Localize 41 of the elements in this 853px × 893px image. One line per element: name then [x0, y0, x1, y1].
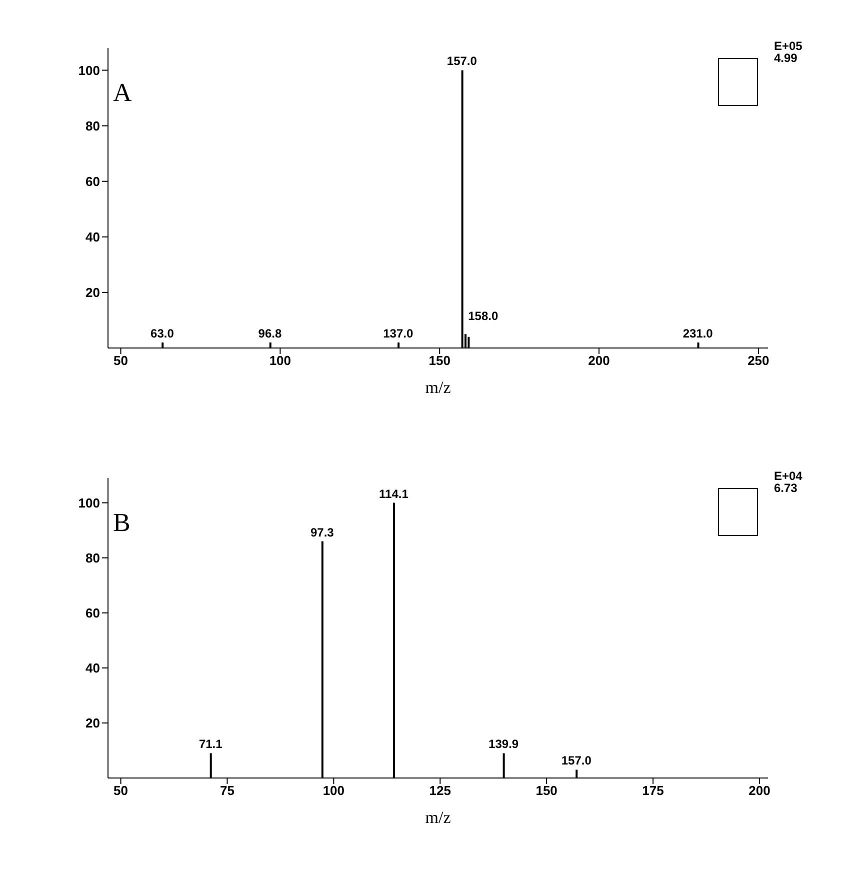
x-tick-label: 75	[220, 783, 234, 798]
y-tick-label: 40	[86, 230, 100, 245]
annotation: 63.0	[150, 326, 174, 340]
annotation: 157.0	[561, 754, 592, 768]
text: 6.73	[774, 481, 798, 495]
annotation: 71.1	[198, 737, 223, 752]
text: E+05	[774, 39, 802, 53]
annotation: 137.0	[383, 326, 414, 340]
x-tick-label: 100	[322, 783, 345, 798]
x-tick-label: 250	[748, 353, 770, 368]
x-axis-title: m/z	[425, 378, 452, 397]
x-tick-label: 150	[536, 783, 558, 798]
x-axis-title: m/z	[425, 808, 452, 827]
annotation: 114.1	[379, 486, 409, 501]
x-tick-label: 50	[114, 783, 128, 798]
y-tick-label: 60	[86, 605, 100, 620]
y-tick-label: 40	[86, 660, 100, 676]
annotation: 158.0	[468, 309, 498, 324]
x-tick-label: 100	[269, 353, 292, 368]
annotation: 231.0	[682, 326, 714, 340]
y-tick-label: 20	[86, 716, 100, 731]
annotation: 157.0	[446, 54, 478, 68]
y-tick-label: 80	[86, 550, 100, 566]
text: A	[113, 78, 132, 108]
x-tick-label: 200	[588, 353, 610, 368]
y-tick-label: 80	[86, 118, 100, 134]
y-tick-label: 60	[86, 174, 100, 189]
x-tick-label: 200	[748, 783, 770, 798]
annotation: 97.3	[310, 525, 334, 540]
x-tick-label: 175	[642, 783, 664, 798]
y-tick-label: 20	[86, 285, 100, 300]
annotation: 139.9	[488, 737, 519, 752]
text: E+04	[774, 469, 802, 483]
y-tick-label: 100	[78, 495, 100, 510]
y-tick-label: 100	[78, 62, 100, 78]
x-tick-label: 150	[428, 353, 450, 368]
x-tick-label: 50	[114, 353, 128, 368]
x-tick-label: 125	[429, 783, 451, 798]
text: 4.99	[774, 51, 798, 65]
text: B	[113, 508, 130, 538]
annotation: 96.8	[258, 326, 282, 340]
